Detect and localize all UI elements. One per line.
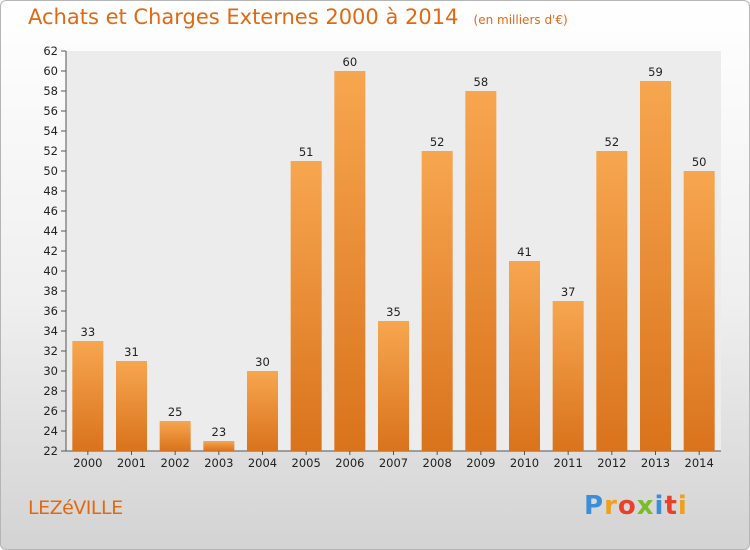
y-tick-label: 22 xyxy=(43,444,58,458)
bar xyxy=(596,151,628,451)
bar xyxy=(640,81,671,451)
bar xyxy=(72,341,104,451)
bar xyxy=(290,161,322,451)
bar xyxy=(247,371,278,451)
y-tick-label: 38 xyxy=(43,284,58,298)
bar xyxy=(378,321,409,451)
y-tick-label: 42 xyxy=(43,244,58,258)
y-tick-label: 62 xyxy=(43,44,58,58)
bar-value-label: 52 xyxy=(605,135,620,149)
y-tick-label: 50 xyxy=(43,164,58,178)
x-tick-label: 2004 xyxy=(248,456,277,470)
bar-value-label: 59 xyxy=(648,65,663,79)
bar-value-label: 51 xyxy=(299,145,314,159)
bar xyxy=(116,361,147,451)
chart-subtitle: (en milliers d'€) xyxy=(473,13,568,27)
y-tick-label: 36 xyxy=(43,304,58,318)
bar-value-label: 52 xyxy=(430,135,445,149)
bar-value-label: 37 xyxy=(561,285,576,299)
logo-letter: t xyxy=(664,491,678,521)
x-tick-label: 2005 xyxy=(292,456,321,470)
bar xyxy=(203,441,235,451)
bar-value-label: 35 xyxy=(386,305,401,319)
bar-value-label: 60 xyxy=(343,55,358,69)
bar xyxy=(683,171,715,451)
bar-value-label: 23 xyxy=(212,425,227,439)
y-tick-label: 54 xyxy=(43,124,58,138)
bar-value-label: 33 xyxy=(81,325,96,339)
y-tick-label: 26 xyxy=(43,404,58,418)
x-tick-label: 2003 xyxy=(204,456,233,470)
logo-letter: P xyxy=(584,491,605,521)
y-tick-label: 60 xyxy=(43,64,58,78)
bar xyxy=(421,151,453,451)
x-tick-label: 2002 xyxy=(161,456,190,470)
bar xyxy=(334,71,366,451)
y-tick-label: 52 xyxy=(43,144,58,158)
y-tick-label: 34 xyxy=(43,324,58,338)
proxiti-logo: Proxiti xyxy=(584,491,688,521)
x-tick-label: 2011 xyxy=(554,456,583,470)
y-tick-label: 48 xyxy=(43,184,58,198)
logo-letter: i xyxy=(677,491,688,521)
bar xyxy=(552,301,584,451)
logo-letter: i xyxy=(654,491,665,521)
bar-value-label: 50 xyxy=(692,155,707,169)
logo-letter: x xyxy=(636,491,655,521)
bar xyxy=(509,261,540,451)
bar xyxy=(465,91,497,451)
x-tick-label: 2006 xyxy=(335,456,364,470)
logo-letter: o xyxy=(617,491,637,521)
y-tick-label: 32 xyxy=(43,344,58,358)
y-tick-label: 40 xyxy=(43,264,58,278)
x-tick-label: 2007 xyxy=(379,456,408,470)
bar-value-label: 25 xyxy=(168,405,183,419)
y-tick-label: 30 xyxy=(43,364,58,378)
title-block: Achats et Charges Externes 2000 à 2014 (… xyxy=(28,5,568,29)
bar xyxy=(159,421,191,451)
y-tick-label: 28 xyxy=(43,384,58,398)
y-tick-label: 56 xyxy=(43,104,58,118)
chart-title: Achats et Charges Externes 2000 à 2014 xyxy=(28,5,459,29)
y-tick-label: 58 xyxy=(43,84,58,98)
bar-value-label: 30 xyxy=(255,355,270,369)
x-tick-label: 2001 xyxy=(117,456,146,470)
y-tick-label: 44 xyxy=(43,224,58,238)
x-tick-label: 2010 xyxy=(510,456,539,470)
y-tick-label: 46 xyxy=(43,204,58,218)
x-tick-label: 2012 xyxy=(597,456,626,470)
bar-value-label: 31 xyxy=(124,345,139,359)
y-tick-label: 24 xyxy=(43,424,58,438)
city-name: LEZéVILLE xyxy=(28,497,123,519)
x-tick-label: 2014 xyxy=(685,456,714,470)
x-tick-label: 2008 xyxy=(423,456,452,470)
bar-value-label: 41 xyxy=(517,245,532,259)
x-tick-label: 2009 xyxy=(466,456,495,470)
logo-letter: r xyxy=(604,491,618,521)
bar-value-label: 58 xyxy=(474,75,489,89)
x-tick-label: 2013 xyxy=(641,456,670,470)
x-tick-label: 2000 xyxy=(73,456,102,470)
